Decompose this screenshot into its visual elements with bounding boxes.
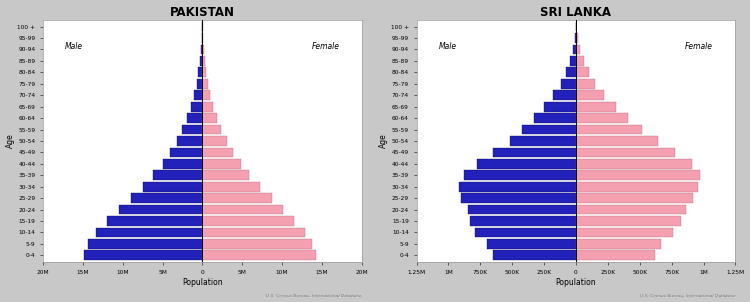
Bar <box>576 56 584 66</box>
Bar <box>570 56 576 66</box>
Bar <box>202 193 272 203</box>
Text: U.S. Census Bureau, International Database: U.S. Census Bureau, International Databa… <box>266 294 362 298</box>
Bar <box>576 67 589 77</box>
Bar <box>576 205 686 214</box>
Text: Male: Male <box>65 42 83 50</box>
Bar <box>576 250 655 260</box>
Bar <box>576 90 604 100</box>
Bar <box>106 216 202 226</box>
Bar <box>202 182 259 191</box>
Bar <box>188 113 202 123</box>
Bar <box>576 102 616 111</box>
Bar <box>88 239 202 249</box>
Text: Male: Male <box>439 42 457 50</box>
Bar <box>575 33 576 43</box>
Bar <box>202 239 312 249</box>
Bar <box>202 125 221 134</box>
Bar <box>182 125 203 134</box>
Text: Female: Female <box>685 42 713 50</box>
Bar <box>576 193 693 203</box>
Bar <box>476 159 576 169</box>
Y-axis label: Age: Age <box>380 133 388 148</box>
Bar <box>202 205 283 214</box>
Text: U.S. Census Bureau, International Database: U.S. Census Bureau, International Databa… <box>640 294 736 298</box>
Bar <box>202 250 316 260</box>
Bar <box>576 125 642 134</box>
Bar <box>194 90 202 100</box>
Bar <box>574 45 576 54</box>
Bar <box>576 159 692 169</box>
Bar <box>544 102 576 111</box>
Bar <box>202 102 213 111</box>
Y-axis label: Age: Age <box>5 133 14 148</box>
Bar <box>576 148 676 157</box>
Bar <box>470 216 576 226</box>
Bar <box>576 113 628 123</box>
Bar <box>576 79 595 89</box>
Bar <box>576 216 680 226</box>
Bar <box>191 102 202 111</box>
Bar <box>576 228 673 237</box>
Bar <box>576 33 578 43</box>
Title: PAKISTAN: PAKISTAN <box>170 5 235 18</box>
Bar <box>202 228 305 237</box>
Bar <box>487 239 576 249</box>
Bar <box>476 228 576 237</box>
Bar <box>493 250 576 260</box>
Bar <box>202 159 241 169</box>
Bar <box>461 193 576 203</box>
Bar <box>576 136 658 146</box>
Bar <box>493 148 576 157</box>
Bar <box>202 45 204 54</box>
Bar <box>202 113 217 123</box>
Bar <box>202 148 233 157</box>
Bar <box>201 45 202 54</box>
Bar <box>196 79 202 89</box>
Bar <box>202 170 250 180</box>
Bar <box>202 79 208 89</box>
Bar <box>523 125 576 134</box>
Bar <box>130 193 203 203</box>
Bar <box>576 182 698 191</box>
Bar <box>153 170 203 180</box>
Bar <box>200 56 202 66</box>
Bar <box>576 170 700 180</box>
Bar <box>95 228 202 237</box>
Bar <box>553 90 576 100</box>
Bar <box>202 136 227 146</box>
Bar <box>202 56 206 66</box>
Bar <box>85 250 203 260</box>
Bar <box>163 159 202 169</box>
Bar <box>566 67 576 77</box>
Bar <box>459 182 576 191</box>
Text: Female: Female <box>311 42 340 50</box>
Bar <box>202 216 294 226</box>
Bar <box>510 136 576 146</box>
Bar <box>202 67 206 77</box>
Bar <box>464 170 576 180</box>
Bar <box>534 113 576 123</box>
Bar <box>561 79 576 89</box>
Bar <box>576 45 580 54</box>
Bar <box>467 205 576 214</box>
Bar <box>576 239 662 249</box>
Bar <box>119 205 202 214</box>
Bar <box>199 67 202 77</box>
Bar <box>177 136 203 146</box>
Bar <box>202 90 210 100</box>
Title: SRI LANKA: SRI LANKA <box>541 5 611 18</box>
Bar <box>170 148 202 157</box>
Bar <box>142 182 202 191</box>
X-axis label: Population: Population <box>182 278 223 287</box>
X-axis label: Population: Population <box>556 278 596 287</box>
Bar <box>202 33 203 43</box>
